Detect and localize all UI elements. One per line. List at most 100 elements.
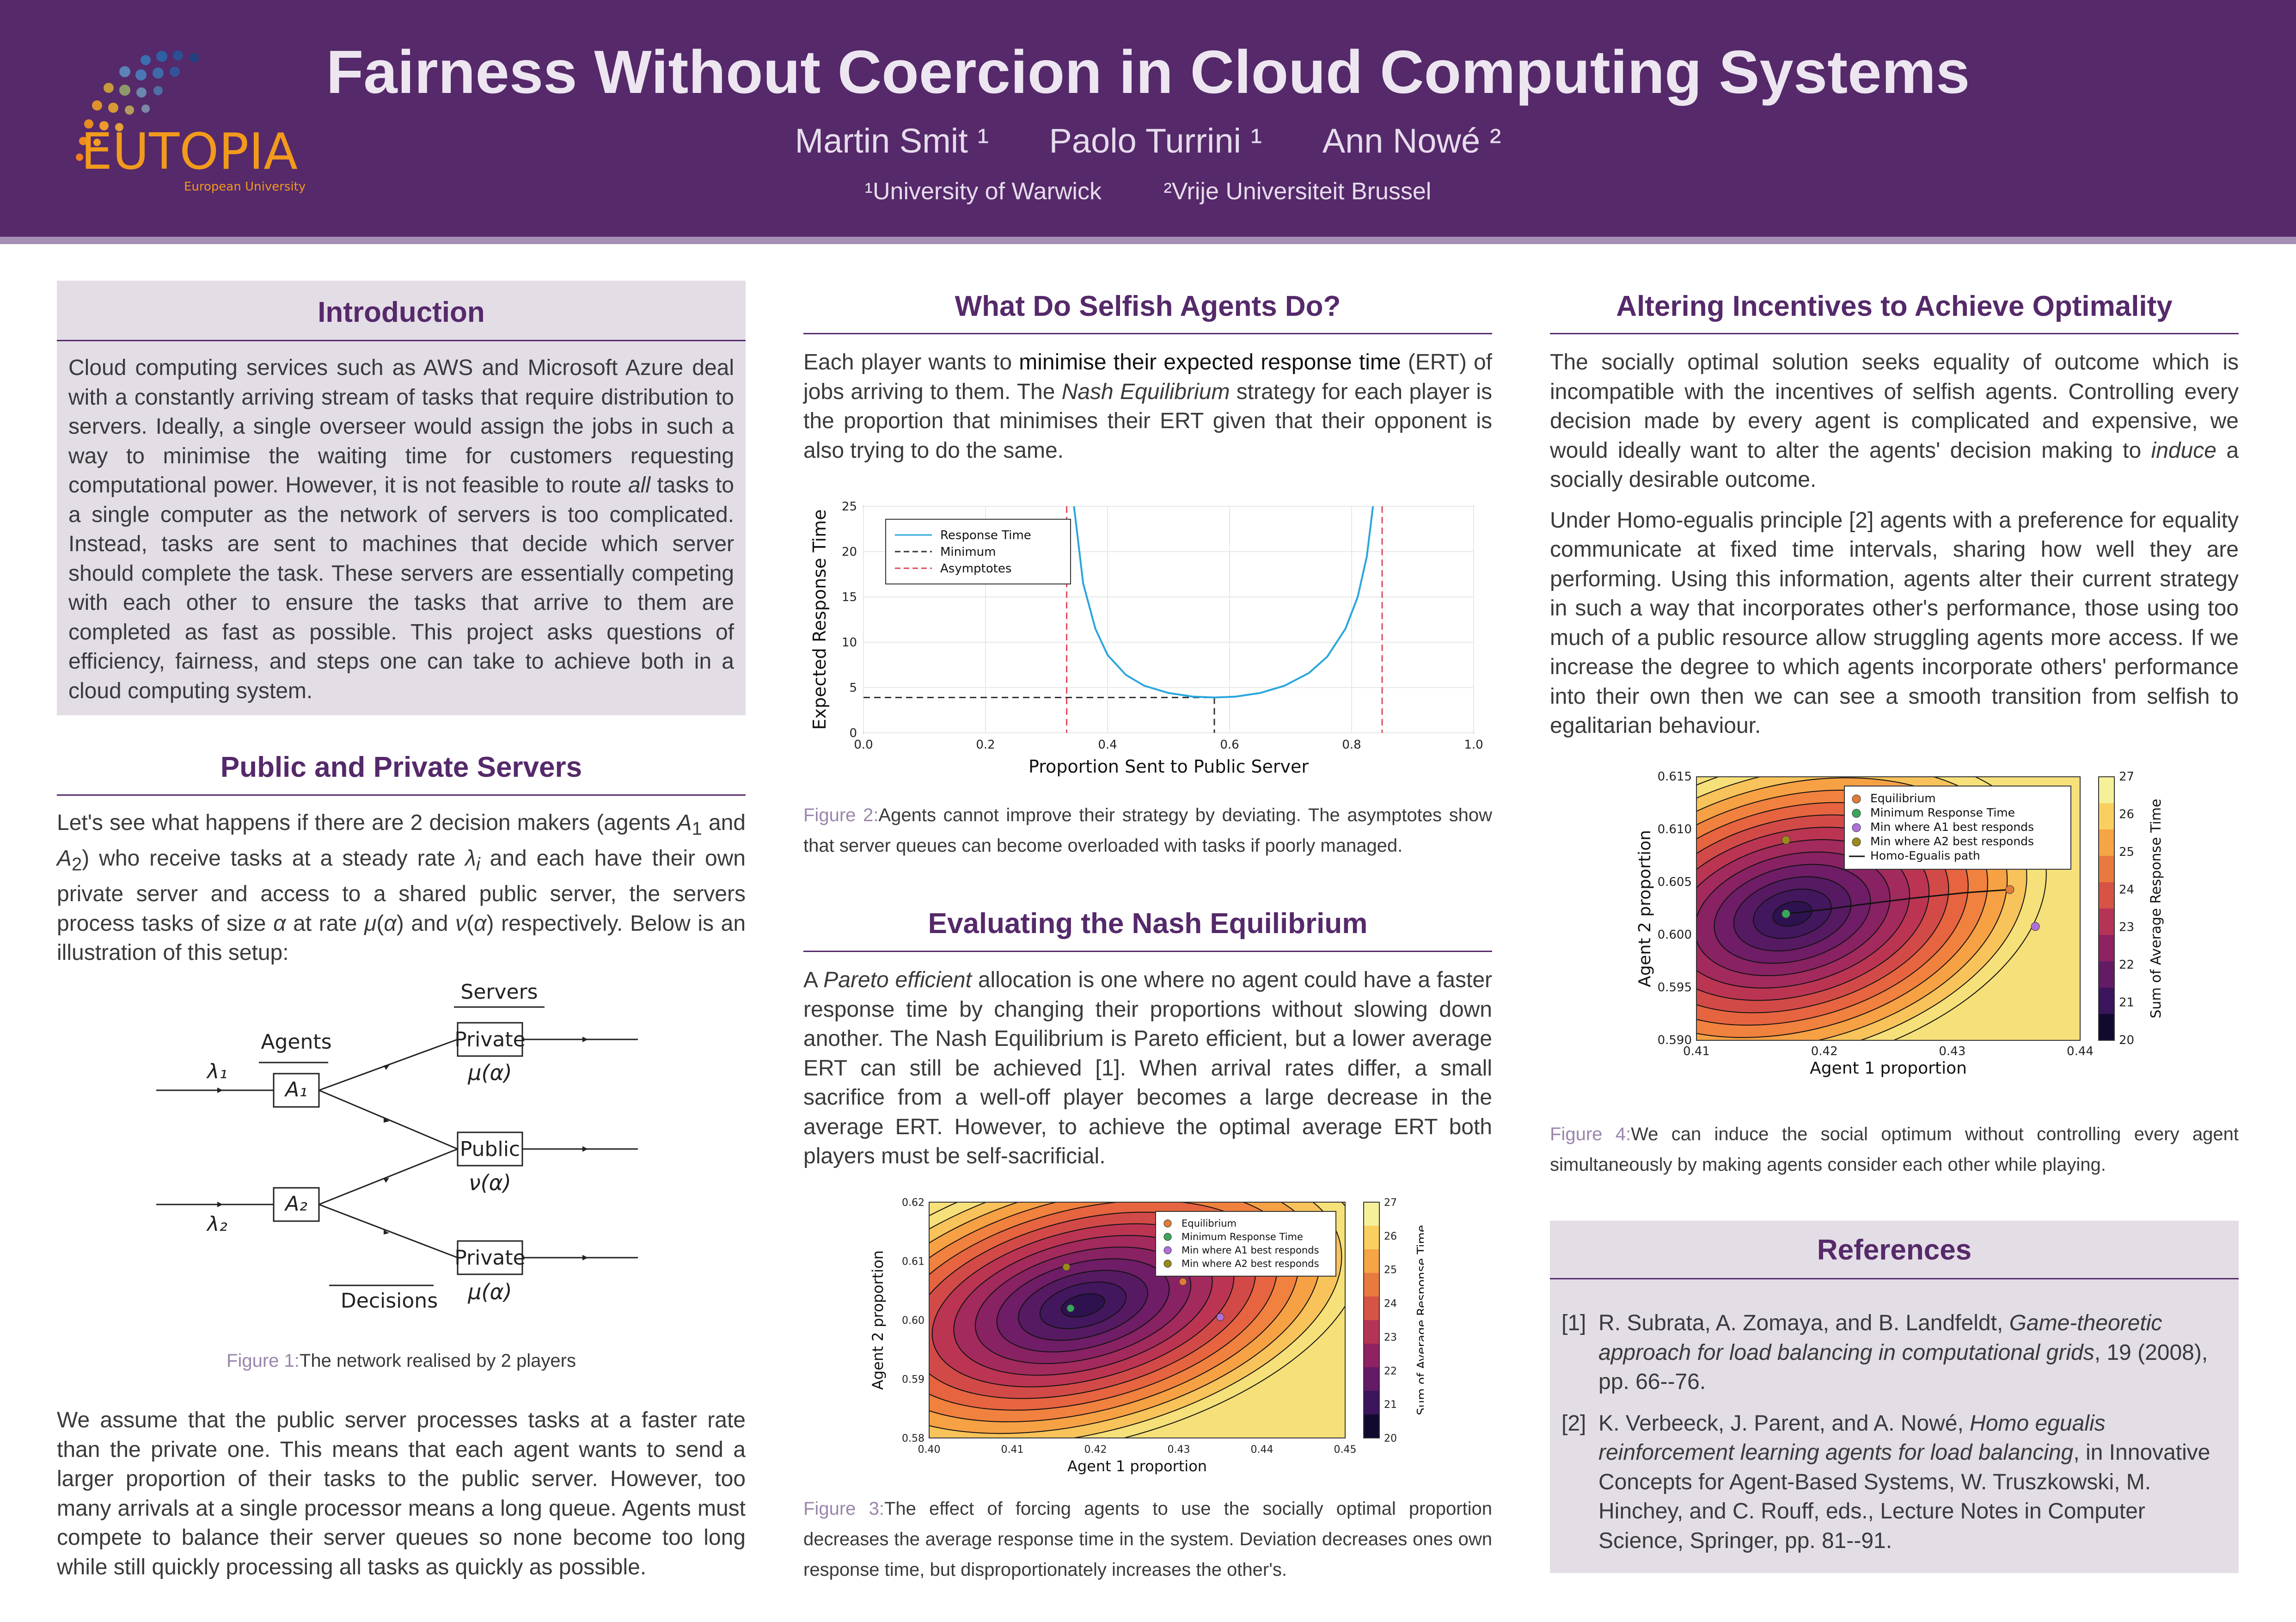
legend-label: Homo-Egualis path <box>1870 849 1980 862</box>
nu-label: ν(α) <box>469 1170 511 1195</box>
legend-label: Min where A2 best responds <box>1870 835 2034 848</box>
contour-chart-homo-egualis: 0.41 0.42 0.43 0.44 0.590 0.595 0.600 0.605 0.61… <box>1635 770 2164 1078</box>
public-private-text: Let's see what happens if there are 2 de… <box>57 811 746 965</box>
logo-subtext: European University <box>184 180 306 194</box>
colorbar-tick-label: 24 <box>2119 883 2134 897</box>
agent-a1-label: A₁ <box>284 1078 307 1101</box>
colorbar-label: Sum of Average Response Time <box>2148 799 2164 1018</box>
colorbar-frame <box>1363 1202 1380 1438</box>
legend-label: Min where A2 best responds <box>1182 1258 1319 1269</box>
y-tick-label: 0.615 <box>1658 770 1692 784</box>
response-time-line <box>1073 506 1374 699</box>
header-divider <box>0 237 2296 244</box>
colorbar-tick-label: 26 <box>2119 807 2134 821</box>
section-rule <box>1550 1278 2239 1279</box>
x-tick-label: 1.0 <box>1464 738 1483 752</box>
data-point <box>2005 885 2014 894</box>
legend-label: Response Time <box>940 528 1031 542</box>
public-server-node <box>457 1131 523 1167</box>
colorbar-segment <box>2099 803 2114 830</box>
colorbar-tick-label: 27 <box>1384 1197 1397 1209</box>
colorbar-segment <box>2099 1014 2114 1041</box>
x-tick-label: 0.41 <box>1683 1044 1710 1058</box>
private-server-node <box>457 1022 523 1057</box>
legend-swatch <box>1163 1246 1172 1254</box>
colorbar-tick-label: 22 <box>2119 958 2134 972</box>
contour-chart-equilibrium: 0.40 0.41 0.42 0.43 0.44 0.45 0.58 0.59 0.60 0.61… <box>869 1197 1424 1475</box>
colorbar-segment <box>1364 1414 1379 1438</box>
x-tick-label: 0.45 <box>1334 1444 1357 1456</box>
selfish-agents-heading: What Do Selfish Agents Do? <box>955 290 1341 322</box>
y-tick-label: 0.600 <box>1658 928 1692 942</box>
x-tick-label: 0.8 <box>1342 738 1361 752</box>
section-rule <box>803 333 1492 334</box>
data-point <box>1782 836 1791 845</box>
colorbar-segment <box>1364 1391 1379 1415</box>
legend-label: Minimum Response Time <box>1182 1231 1303 1242</box>
poster-title: Fairness Without Coercion in Cloud Compu… <box>326 38 1970 106</box>
data-point <box>2031 922 2040 931</box>
private-server-node <box>457 1240 523 1275</box>
colorbar-tick-label: 27 <box>2119 770 2134 784</box>
colorbar-tick-label: 21 <box>2119 996 2134 1010</box>
section-rule <box>57 340 746 341</box>
x-tick-label: 0.4 <box>1098 738 1117 752</box>
reference-item: [2] K. Verbeeck, J. Parent, and A. Nowé,… <box>1561 1411 2210 1553</box>
header-banner <box>0 0 2296 237</box>
colorbar-segment <box>2099 856 2114 883</box>
y-tick-label: 0 <box>849 726 857 740</box>
author-name: Paolo Turrini ¹ <box>1049 122 1262 160</box>
legend-label: Minimum <box>940 545 996 559</box>
public-private-heading: Public and Private Servers <box>220 751 582 783</box>
data-point <box>1782 909 1791 918</box>
colorbar-tick-label: 23 <box>1384 1332 1397 1343</box>
colorbar-tick-label: 24 <box>1384 1298 1397 1310</box>
y-tick-label: 20 <box>842 545 857 559</box>
agent-a2-label: A₂ <box>284 1192 307 1216</box>
figure3-caption: Figure 3:The effect of forcing agents to… <box>803 1499 1493 1580</box>
figure1-caption: Figure 1:The network realised by 2 playe… <box>227 1351 576 1371</box>
affiliation: ¹University of Warwick <box>864 178 1102 205</box>
logo-dot-pattern <box>76 50 199 161</box>
colorbar-tick-label: 20 <box>1384 1433 1397 1444</box>
selfish-agents-text: Each player wants to minimise their expe… <box>803 350 1493 463</box>
network-diagram: A₁ A₂ λ₁ λ₂ μ(α) ν(α) μ(α) Private Publi… <box>156 980 638 1313</box>
x-tick-label: 0.41 <box>1001 1444 1024 1456</box>
colorbar-segment <box>2099 935 2114 962</box>
logo-text: EUTOPIA <box>81 123 298 181</box>
legend-label: Asymptotes <box>940 562 1011 576</box>
colorbar-segment <box>1364 1249 1379 1273</box>
colorbar-tick-label: 21 <box>1384 1399 1397 1411</box>
reference-item: [1] R. Subrata, A. Zomaya, and B. Landfe… <box>1561 1311 2208 1394</box>
x-tick-label: 0.42 <box>1811 1044 1838 1058</box>
agent-a1-node <box>273 1073 320 1108</box>
lambda2-label: λ₂ <box>206 1212 227 1236</box>
y-axis-label: Agent 2 proportion <box>1635 830 1654 987</box>
legend-swatch <box>1163 1219 1172 1228</box>
colorbar-frame <box>2098 776 2115 1041</box>
legend-box <box>1844 786 2071 870</box>
altering-incentives-heading: Altering Incentives to Achieve Optimalit… <box>1616 290 2173 322</box>
figure2-caption: Figure 2:Agents cannot improve their str… <box>803 805 1492 856</box>
contour-band <box>1772 901 1812 927</box>
colorbar-segment <box>1364 1296 1379 1321</box>
agents-label: Agents <box>261 1030 331 1054</box>
x-tick-label: 0.44 <box>2067 1044 2094 1058</box>
x-tick-label: 0.0 <box>854 738 873 752</box>
affiliation-list: ¹University of Warwick ²Vrije Universite… <box>0 178 2296 205</box>
author-list: Martin Smit ¹ Paolo Turrini ¹ Ann Nowé ² <box>0 121 2296 160</box>
legend-label: Equilibrium <box>1182 1218 1237 1229</box>
public-server-label: Public <box>460 1137 520 1161</box>
nash-equilibrium-heading: Evaluating the Nash Equilibrium <box>928 908 1368 940</box>
y-tick-label: 0.605 <box>1658 875 1692 889</box>
introduction-box <box>57 281 746 715</box>
homo-egualis-path <box>1786 889 2010 915</box>
y-tick-label: 0.59 <box>902 1374 925 1386</box>
legend-swatch <box>1163 1233 1172 1241</box>
y-tick-label: 0.61 <box>902 1256 925 1268</box>
colorbar-segment <box>1364 1344 1379 1368</box>
legend-label: Min where A1 best responds <box>1870 820 2034 834</box>
x-tick-label: 0.40 <box>918 1444 941 1456</box>
colorbar-tick-label: 26 <box>1384 1231 1397 1242</box>
legend-label: Min where A1 best responds <box>1182 1245 1319 1256</box>
